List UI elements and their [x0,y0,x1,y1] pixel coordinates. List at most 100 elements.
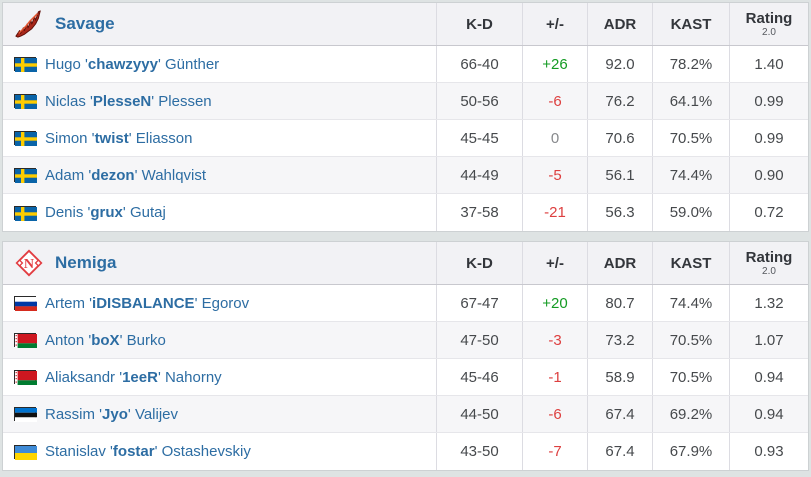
kast-value: 70.5% [652,359,729,395]
kast-value: 74.4% [652,157,729,193]
player-name-cell: Anton 'boX' Burko [3,322,436,358]
column-header-kast: KAST [652,242,729,284]
player-row: Artem 'iDISBALANCE' Egorov 67-47 +20 80.… [3,285,808,322]
adr-value: 56.3 [587,194,652,231]
player-link[interactable]: Hugo 'chawzyyy' Günther [45,55,220,73]
flag-sweden-icon [14,131,37,146]
column-header-kd: K-D [436,3,522,45]
column-header-plus-minus: +/- [522,242,587,284]
team-name-link[interactable]: Nemiga [55,253,117,272]
player-row: Stanislav 'fostar' Ostashevskiy 43-50 -7… [3,433,808,470]
kd-value: 45-45 [436,120,522,156]
plus-minus-value: 0 [522,120,587,156]
flag-belarus-icon [14,333,37,348]
kd-value: 67-47 [436,285,522,321]
team-name-link[interactable]: Savage [55,14,115,33]
rating-value: 0.90 [729,157,808,193]
team-header-row: N Nemiga K-D +/- ADR KAST Rating 2.0 [3,242,808,285]
rating-label: Rating [745,248,793,266]
team-table-savage: Savage K-D +/- ADR KAST Rating 2.0 Hugo … [2,2,809,232]
player-link[interactable]: Anton 'boX' Burko [45,331,166,349]
player-link[interactable]: Aliaksandr '1eeR' Nahorny [45,368,222,386]
player-link[interactable]: Stanislav 'fostar' Ostashevskiy [45,443,251,460]
player-link[interactable]: Artem 'iDISBALANCE' Egorov [45,294,250,312]
player-name-cell: Simon 'twist' Eliasson [3,120,436,156]
adr-value: 56.1 [587,157,652,193]
player-row: Simon 'twist' Eliasson 45-45 0 70.6 70.5… [3,120,808,157]
rating-value: 1.32 [729,285,808,321]
adr-value: 80.7 [587,285,652,321]
player-link[interactable]: Adam 'dezon' Wahlqvist [45,166,207,184]
plus-minus-value: -1 [522,359,587,395]
rating-value: 0.99 [729,120,808,156]
adr-value: 67.4 [587,433,652,470]
rating-label: Rating [745,9,793,27]
player-row: Denis 'grux' Gutaj 37-58 -21 56.3 59.0% … [3,194,808,231]
flag-estonia-icon [14,407,37,422]
plus-minus-value: -6 [522,396,587,432]
column-header-kd: K-D [436,242,522,284]
adr-value: 76.2 [587,83,652,119]
player-link[interactable]: Denis 'grux' Gutaj [45,204,166,221]
savage-team-logo [14,9,44,39]
plus-minus-value: -6 [522,83,587,119]
rating-value: 1.07 [729,322,808,358]
kd-value: 44-50 [436,396,522,432]
player-row: Anton 'boX' Burko 47-50 -3 73.2 70.5% 1.… [3,322,808,359]
player-name-cell: Niclas 'PlesseN' Plessen [3,83,436,119]
adr-value: 92.0 [587,46,652,82]
rating-value: 0.94 [729,396,808,432]
player-name-cell: Rassim 'Jyo' Valijev [3,396,436,432]
rating-version-label: 2.0 [762,26,776,38]
player-link[interactable]: Simon 'twist' Eliasson [45,129,193,147]
rating-value: 1.40 [729,46,808,82]
plus-minus-value: -21 [522,194,587,231]
adr-value: 73.2 [587,322,652,358]
player-row: Adam 'dezon' Wahlqvist 44-49 -5 56.1 74.… [3,157,808,194]
flag-sweden-icon [14,94,37,109]
player-row: Niclas 'PlesseN' Plessen 50-56 -6 76.2 6… [3,83,808,120]
kd-value: 44-49 [436,157,522,193]
column-header-rating: Rating 2.0 [729,3,808,45]
player-row: Aliaksandr '1eeR' Nahorny 45-46 -1 58.9 … [3,359,808,396]
kd-value: 66-40 [436,46,522,82]
team-header-row: Savage K-D +/- ADR KAST Rating 2.0 [3,3,808,46]
adr-value: 70.6 [587,120,652,156]
player-name-cell: Aliaksandr '1eeR' Nahorny [3,359,436,395]
player-rows-savage: Hugo 'chawzyyy' Günther 66-40 +26 92.0 7… [3,46,808,231]
rating-value: 0.72 [729,194,808,231]
kast-value: 78.2% [652,46,729,82]
team-title-cell: N Nemiga [3,242,436,284]
team-title-cell: Savage [3,3,436,45]
kd-value: 50-56 [436,83,522,119]
plus-minus-value: +26 [522,46,587,82]
column-header-rating: Rating 2.0 [729,242,808,284]
player-link[interactable]: Rassim 'Jyo' Valijev [45,405,179,423]
adr-value: 67.4 [587,396,652,432]
kast-value: 69.2% [652,396,729,432]
column-header-adr: ADR [587,242,652,284]
flag-sweden-icon [14,57,37,72]
kd-value: 43-50 [436,433,522,470]
flag-russia-icon [14,296,37,311]
team-table-nemiga: N Nemiga K-D +/- ADR KAST Rating 2.0 Art… [2,241,809,471]
plus-minus-value: +20 [522,285,587,321]
flag-ukraine-icon [14,444,37,460]
kast-value: 67.9% [652,433,729,470]
flag-belarus-icon [14,370,37,385]
column-header-plus-minus: +/- [522,3,587,45]
rating-version-label: 2.0 [762,265,776,277]
player-name-cell: Artem 'iDISBALANCE' Egorov [3,285,436,321]
player-link[interactable]: Niclas 'PlesseN' Plessen [45,92,212,110]
column-header-kast: KAST [652,3,729,45]
column-header-adr: ADR [587,3,652,45]
nemiga-team-logo: N [14,248,44,278]
rating-value: 0.93 [729,433,808,470]
rating-value: 0.94 [729,359,808,395]
kast-value: 74.4% [652,285,729,321]
player-name-cell: Denis 'grux' Gutaj [3,194,436,231]
plus-minus-value: -5 [522,157,587,193]
player-row: Rassim 'Jyo' Valijev 44-50 -6 67.4 69.2%… [3,396,808,433]
rating-value: 0.99 [729,83,808,119]
